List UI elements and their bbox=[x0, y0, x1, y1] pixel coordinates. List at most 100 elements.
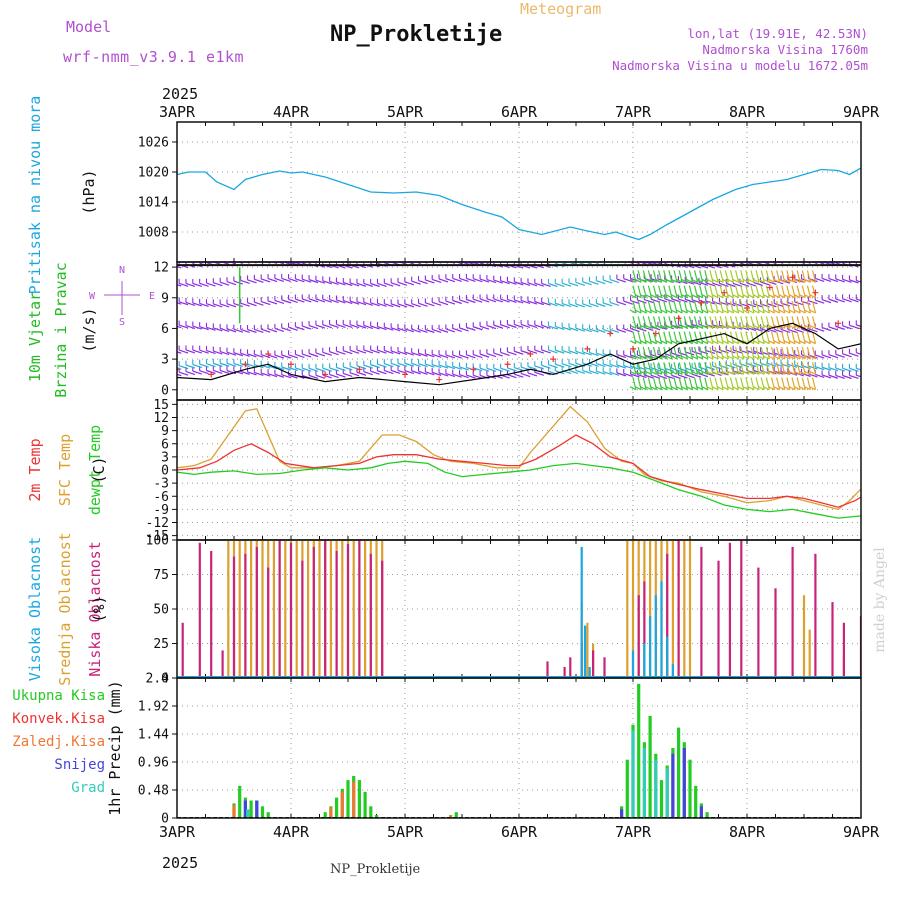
wind-barb bbox=[213, 327, 223, 332]
wind-arrow bbox=[791, 377, 796, 390]
wind-arrow-head bbox=[747, 324, 755, 329]
wind-barb bbox=[295, 298, 305, 303]
bar-total bbox=[625, 759, 629, 818]
wind-arrow-head bbox=[773, 309, 780, 314]
wind-arrow bbox=[632, 300, 637, 314]
y-tick-label: 0.96 bbox=[138, 756, 169, 771]
wind-barb bbox=[568, 362, 579, 368]
wind-arrow-head bbox=[716, 309, 724, 314]
wind-barb bbox=[356, 282, 367, 287]
wind-barb bbox=[726, 282, 736, 288]
wind-arrow bbox=[745, 316, 750, 329]
wind-arrow-head bbox=[716, 370, 724, 375]
wind-arrow-head bbox=[737, 324, 744, 329]
bar-low bbox=[324, 540, 327, 678]
wind-arrow bbox=[658, 300, 663, 314]
y-tick-label: 1008 bbox=[138, 226, 169, 241]
wind-arrow-head bbox=[686, 386, 693, 391]
bar-high bbox=[666, 636, 669, 678]
wind-arrow bbox=[811, 270, 817, 283]
gust-marker bbox=[436, 376, 443, 383]
wind-barb bbox=[507, 323, 517, 329]
wind-arrow bbox=[632, 377, 637, 390]
wind-barb bbox=[877, 374, 886, 377]
wind-barb bbox=[486, 298, 497, 303]
wind-arrow-head bbox=[773, 386, 780, 391]
wind-barb bbox=[582, 351, 592, 356]
wind-arrow bbox=[735, 346, 740, 360]
bar-mid bbox=[227, 540, 230, 678]
bar-mid bbox=[295, 540, 298, 678]
wind-arrow-head bbox=[804, 278, 811, 283]
wind-arrow bbox=[755, 300, 760, 314]
wind-arrow bbox=[765, 300, 770, 314]
wind-arrow bbox=[632, 285, 637, 298]
wind-barb bbox=[220, 262, 230, 265]
wind-barb bbox=[828, 367, 839, 372]
wind-barb bbox=[466, 374, 476, 379]
wind-barb bbox=[411, 370, 421, 375]
wind-arrow-head bbox=[768, 386, 775, 391]
wind-barb bbox=[390, 327, 401, 332]
wind-arrow bbox=[688, 285, 694, 298]
bar-total bbox=[659, 780, 664, 818]
wind-barb bbox=[226, 281, 237, 286]
wind-barb bbox=[890, 265, 899, 268]
wind-barb bbox=[418, 279, 428, 285]
wind-arrow bbox=[652, 377, 658, 390]
wind-arrow-head bbox=[686, 278, 693, 283]
wind-arrow bbox=[637, 377, 642, 390]
wind-barb bbox=[425, 371, 435, 376]
wind-arrow bbox=[760, 270, 765, 283]
wind-arrow-head bbox=[716, 278, 724, 283]
wind-barb bbox=[884, 283, 893, 286]
wind-barb bbox=[261, 372, 271, 377]
bar-high bbox=[580, 546, 583, 678]
wind-arrow-head bbox=[763, 370, 770, 375]
wind-arrow bbox=[719, 362, 724, 375]
wind-arrow bbox=[647, 285, 652, 298]
footer-title: NP_Prokletije bbox=[330, 862, 421, 877]
wind-arrow-head bbox=[773, 355, 780, 360]
wind-arrow bbox=[709, 346, 714, 360]
wind-arrow-head bbox=[773, 370, 780, 375]
bar-low bbox=[335, 551, 338, 678]
wind-arrow bbox=[637, 346, 642, 360]
wind-barb bbox=[288, 366, 298, 372]
wind-barb bbox=[664, 298, 674, 303]
wind-arrow-head bbox=[757, 355, 765, 360]
wind-arrow bbox=[806, 270, 812, 283]
wind-barb bbox=[213, 282, 223, 287]
wind-arrow-head bbox=[691, 324, 698, 329]
wind-barb bbox=[890, 350, 899, 353]
bar-total bbox=[369, 806, 373, 818]
wind-arrow-head bbox=[701, 309, 709, 314]
wind-arrow-head bbox=[665, 340, 673, 345]
wind-arrow bbox=[770, 300, 776, 314]
wind-arrow-head bbox=[634, 340, 642, 345]
bar-total bbox=[238, 785, 242, 818]
y-tick-label: 25 bbox=[153, 637, 169, 652]
wind-barb bbox=[767, 303, 777, 308]
wind-barb bbox=[630, 373, 640, 378]
wind-barb bbox=[370, 282, 380, 288]
wind-barb bbox=[664, 367, 674, 372]
wind-arrow bbox=[688, 362, 694, 375]
gust-marker bbox=[504, 361, 511, 368]
bar-total bbox=[677, 727, 681, 818]
wind-barb bbox=[520, 299, 531, 304]
wind-arrow-head bbox=[742, 294, 750, 299]
wind-barb bbox=[240, 370, 250, 375]
wind-barb bbox=[226, 303, 237, 308]
wind-arrow bbox=[683, 346, 688, 360]
wind-arrow bbox=[796, 285, 801, 298]
wind-barb bbox=[753, 303, 763, 308]
wind-arrow-head bbox=[768, 355, 775, 360]
wind-barb bbox=[236, 262, 244, 265]
wind-barb bbox=[213, 303, 223, 308]
wind-barb bbox=[466, 298, 476, 304]
wind-arrow-head bbox=[629, 355, 637, 360]
wind-arrow-head bbox=[629, 386, 637, 391]
wind-barb bbox=[370, 325, 380, 330]
wind-arrow bbox=[801, 346, 806, 360]
